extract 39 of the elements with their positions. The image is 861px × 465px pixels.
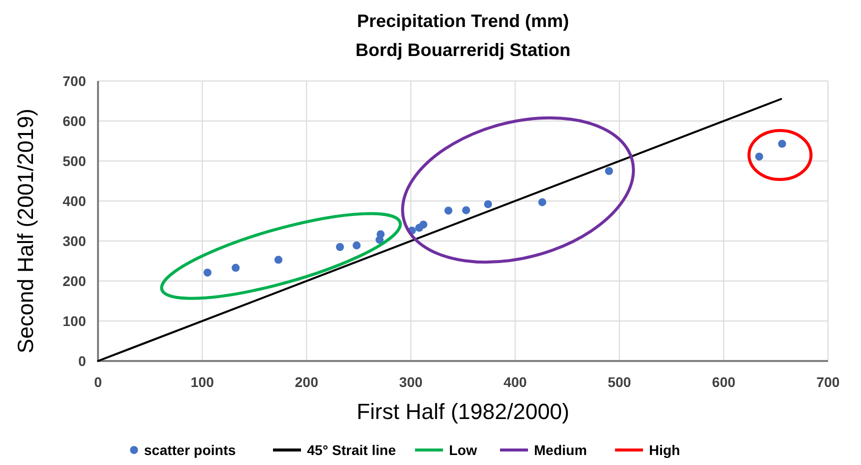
x-tick-label: 0 xyxy=(94,374,102,390)
x-tick-label: 400 xyxy=(503,374,528,390)
x-tick-label: 500 xyxy=(608,374,632,390)
point xyxy=(419,220,428,229)
text: Medium xyxy=(534,442,587,458)
y-tick-label: 500 xyxy=(62,153,86,169)
point xyxy=(204,268,212,277)
legend-label: 45° Strait line xyxy=(307,442,396,458)
x-tick-label: 200 xyxy=(294,374,318,390)
text: Low xyxy=(449,442,478,458)
point xyxy=(232,264,240,272)
y-tick-label: 100 xyxy=(62,313,86,329)
y-tick-label: 300 xyxy=(62,233,86,249)
point xyxy=(336,243,344,251)
point xyxy=(605,167,613,175)
x-tick-label: 700 xyxy=(816,374,840,390)
y-tick-label: 200 xyxy=(62,273,86,289)
point xyxy=(352,241,361,250)
point xyxy=(376,230,385,238)
y-axis-title: Second Half (2001/2019) xyxy=(13,108,38,354)
x-tick-label: 100 xyxy=(190,374,214,390)
point xyxy=(462,206,470,214)
point xyxy=(444,206,452,215)
x-tick-label: 300 xyxy=(399,374,423,390)
point xyxy=(538,198,546,206)
y-tick-label: 400 xyxy=(62,193,86,209)
y-tick-label: 700 xyxy=(62,73,86,89)
legend-label: scatter points xyxy=(144,442,236,458)
text: High xyxy=(649,442,680,458)
chart-title: Precipitation Trend (mm) xyxy=(356,11,570,31)
point xyxy=(274,256,282,264)
point xyxy=(484,200,492,208)
chart-subtitle: Bordj Bouarreridj Station xyxy=(355,40,571,60)
y-tick-label: 600 xyxy=(62,113,86,129)
x-axis-title: First Half (1982/2000) xyxy=(356,399,570,424)
point xyxy=(755,152,764,161)
y-tick-label: 0 xyxy=(78,353,86,369)
x-tick-label: 600 xyxy=(712,374,736,390)
point xyxy=(778,140,786,148)
